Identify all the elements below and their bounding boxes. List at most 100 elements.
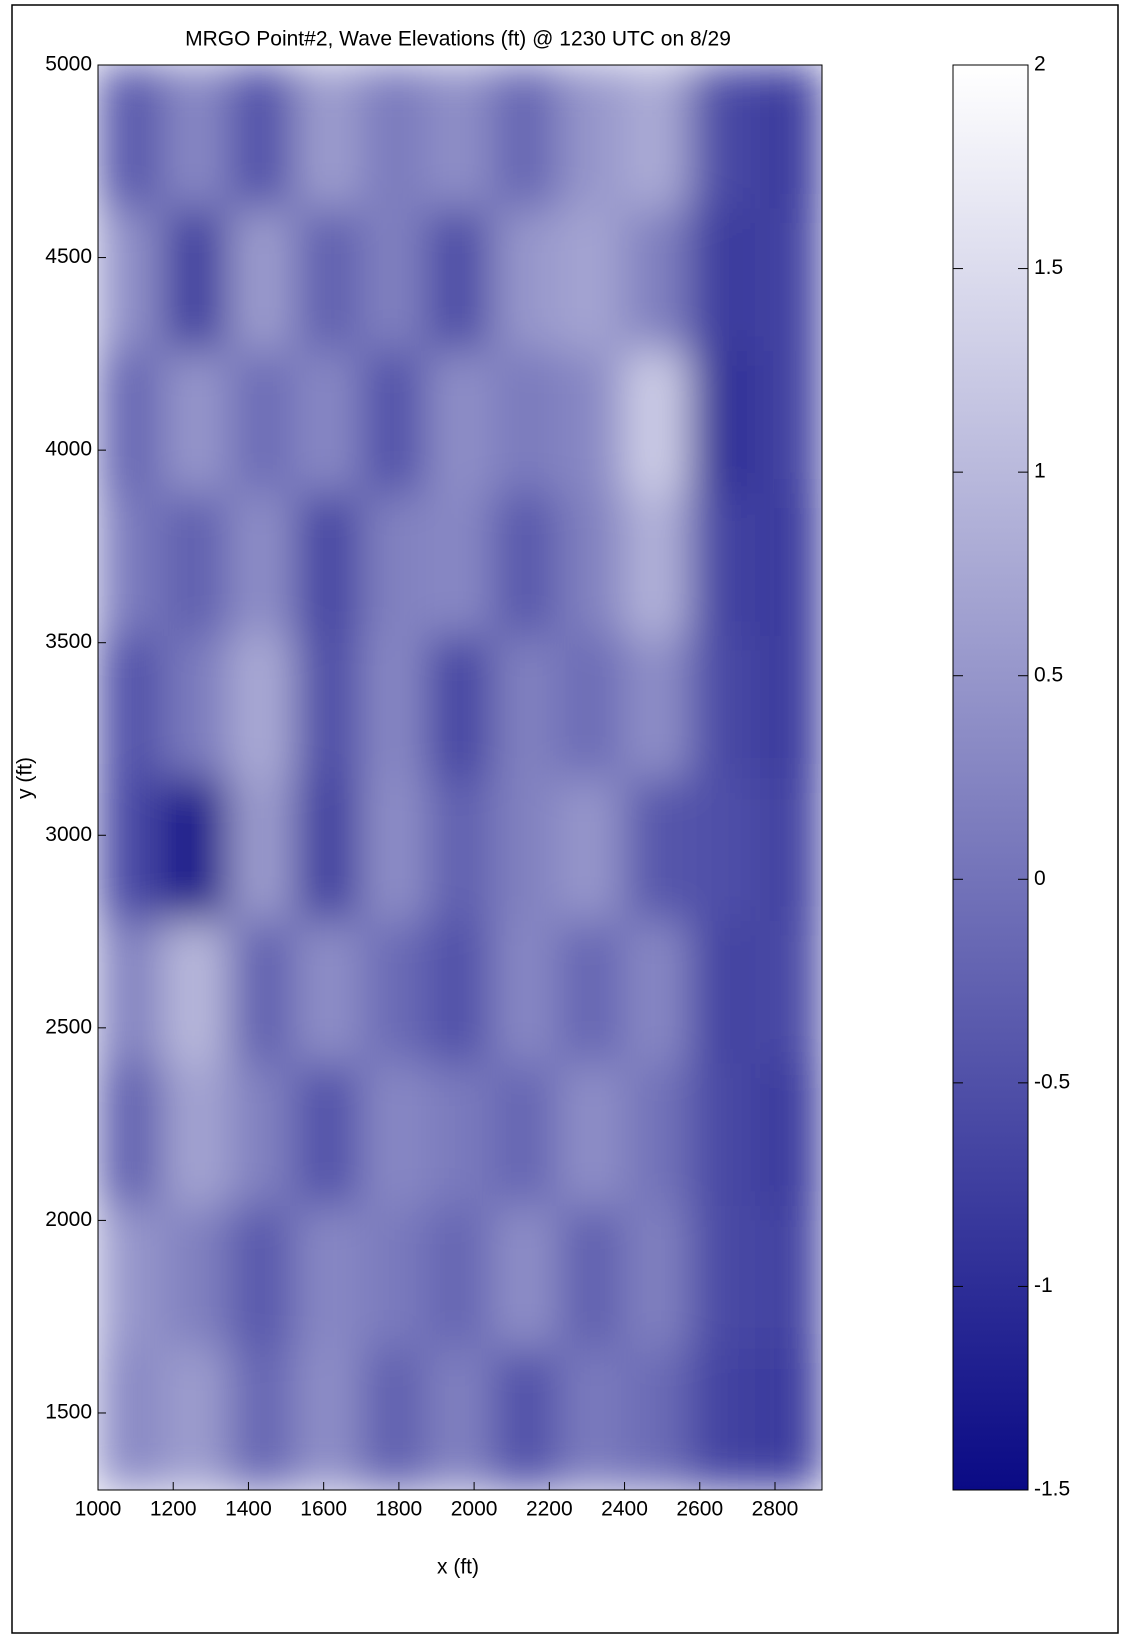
heatmap-cell <box>623 491 692 636</box>
heatmap-cell <box>98 634 165 779</box>
heatmap-cell <box>491 491 560 636</box>
heatmap-cell <box>360 491 429 636</box>
plot-border <box>97 64 823 1491</box>
heatmap-cell <box>98 206 165 351</box>
heatmap-cell <box>557 1346 626 1490</box>
heatmap-cell <box>294 1204 363 1349</box>
heatmap <box>98 65 822 1490</box>
heatmap-cell <box>689 776 758 921</box>
heatmap-cell <box>162 65 231 209</box>
heatmap-cell <box>557 1204 626 1349</box>
heatmap-cell <box>557 65 626 209</box>
heatmap-cell <box>228 634 297 779</box>
heatmap-cell <box>162 776 231 921</box>
heatmap-cell <box>689 206 758 351</box>
heatmap-cell <box>294 1346 363 1490</box>
heatmap-cell <box>755 919 822 1064</box>
y-tick-label: 3000 <box>45 823 92 846</box>
heatmap-cell <box>426 491 494 636</box>
heatmap-cell <box>98 349 165 494</box>
frame <box>11 4 1119 1634</box>
heatmap-cell <box>426 634 494 779</box>
heatmap-cell <box>98 1204 165 1349</box>
heatmap-cell <box>557 776 626 921</box>
heatmap-cell <box>557 634 626 779</box>
heatmap-cell <box>689 491 758 636</box>
heatmap-cell <box>557 919 626 1064</box>
colorbar-tick-label: 0.5 <box>1034 663 1063 686</box>
heatmap-cell <box>228 206 297 351</box>
heatmap-cell <box>98 65 165 209</box>
y-tick-label: 5000 <box>45 53 92 76</box>
colorbar-tick-label: 1 <box>1034 460 1046 483</box>
heatmap-cell <box>755 1061 822 1206</box>
heatmap-cell <box>360 1061 429 1206</box>
heatmap-cell <box>623 776 692 921</box>
heatmap-cell <box>98 491 165 636</box>
heatmap-cell <box>98 919 165 1064</box>
heatmap-cell <box>426 1346 494 1490</box>
heatmap-cell <box>755 206 822 351</box>
heatmap-cell <box>294 776 363 921</box>
heatmap-cell <box>360 1346 429 1490</box>
x-tick-label: 1200 <box>150 1498 197 1521</box>
plot-area <box>98 65 822 1490</box>
heatmap-cell <box>162 491 231 636</box>
heatmap-cell <box>294 349 363 494</box>
y-tick-label: 2500 <box>45 1015 92 1038</box>
heatmap-cell <box>491 1061 560 1206</box>
heatmap-cell <box>491 919 560 1064</box>
colorbar-tick-label: 1.5 <box>1034 256 1063 279</box>
x-tick-label: 2200 <box>526 1498 573 1521</box>
heatmap-cell <box>98 1061 165 1206</box>
heatmap-cell <box>689 1204 758 1349</box>
heatmap-cell <box>623 349 692 494</box>
heatmap-cell <box>228 919 297 1064</box>
y-tick-label: 4500 <box>45 245 92 268</box>
heatmap-cell <box>689 1346 758 1490</box>
y-tick-label: 3500 <box>45 630 92 653</box>
heatmap-cell <box>228 776 297 921</box>
heatmap-cell <box>689 65 758 209</box>
heatmap-cell <box>491 65 560 209</box>
colorbar <box>952 64 1029 1491</box>
heatmap-cell <box>623 919 692 1064</box>
heatmap-cell <box>426 776 494 921</box>
heatmap-cell <box>491 349 560 494</box>
x-tick-label: 1600 <box>300 1498 347 1521</box>
heatmap-cell <box>294 65 363 209</box>
heatmap-cell <box>426 1061 494 1206</box>
heatmap-cell <box>426 349 494 494</box>
heatmap-cell <box>228 65 297 209</box>
heatmap-cell <box>557 1061 626 1206</box>
heatmap-cell <box>755 491 822 636</box>
heatmap-cell <box>623 1204 692 1349</box>
x-axis-label: x (ft) <box>437 1556 479 1579</box>
heatmap-cell <box>360 1204 429 1349</box>
heatmap-cell <box>755 1346 822 1490</box>
heatmap-cell <box>294 1061 363 1206</box>
heatmap-cell <box>689 349 758 494</box>
heatmap-cell <box>491 1204 560 1349</box>
heatmap-cell <box>228 1204 297 1349</box>
colorbar-tick-label: 0 <box>1034 867 1046 890</box>
colorbar-tick-label: -1.5 <box>1034 1478 1070 1501</box>
heatmap-cell <box>426 919 494 1064</box>
heatmap-cell <box>360 634 429 779</box>
heatmap-cell <box>426 206 494 351</box>
heatmap-cell <box>623 634 692 779</box>
heatmap-cell <box>491 776 560 921</box>
heatmap-cell <box>294 919 363 1064</box>
chart-title: MRGO Point#2, Wave Elevations (ft) @ 123… <box>185 28 731 51</box>
heatmap-cell <box>689 1061 758 1206</box>
heatmap-cell <box>162 919 231 1064</box>
heatmap-cell <box>228 1346 297 1490</box>
heatmap-cell <box>360 65 429 209</box>
heatmap-cell <box>557 206 626 351</box>
heatmap-cell <box>162 349 231 494</box>
x-tick-label: 1400 <box>225 1498 272 1521</box>
heatmap-cell <box>98 776 165 921</box>
heatmap-cell <box>162 1204 231 1349</box>
